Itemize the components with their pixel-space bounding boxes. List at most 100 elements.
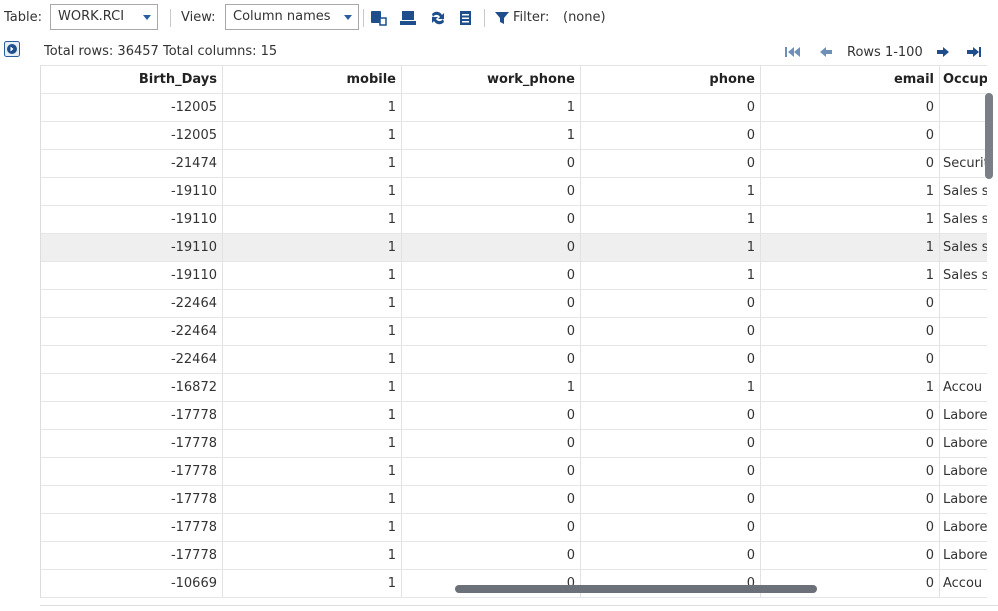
table-cell: Labore xyxy=(940,402,987,430)
table-cell: Sales s xyxy=(940,262,987,290)
vertical-scrollbar[interactable] xyxy=(985,93,993,179)
table-cell: 1 xyxy=(223,122,402,150)
table-cell: 1 xyxy=(581,178,761,206)
pager-back xyxy=(785,47,832,57)
bottom-border xyxy=(40,605,998,606)
next-page[interactable] xyxy=(937,47,949,57)
table-cell: 0 xyxy=(761,402,940,430)
table-cell: -12005 xyxy=(41,94,223,122)
table-row: -19110 1 0 1 1 Sales s xyxy=(41,206,987,234)
table-cell: 1 xyxy=(223,94,402,122)
filter-icon[interactable] xyxy=(494,10,510,26)
table-cell: 1 xyxy=(223,458,402,486)
table-cell: 1 xyxy=(223,542,402,570)
table-cell: 1 xyxy=(223,570,402,598)
table-cell: 0 xyxy=(402,150,581,178)
table-cell xyxy=(940,94,987,122)
view-select[interactable]: Column names xyxy=(225,4,359,30)
column-header: Occup xyxy=(940,66,987,94)
table-cell: Labore xyxy=(940,430,987,458)
icon-refresh[interactable] xyxy=(432,11,444,25)
table-cell: -22464 xyxy=(41,290,223,318)
table-row: -19110 1 0 1 1 Sales s xyxy=(41,234,987,262)
table-cell: 1 xyxy=(223,290,402,318)
table-cell: 0 xyxy=(402,486,581,514)
icon-properties[interactable] xyxy=(371,11,381,23)
table-cell: 1 xyxy=(223,346,402,374)
table-cell: -17778 xyxy=(41,542,223,570)
expand-button[interactable] xyxy=(4,41,21,58)
table-row: -19110 1 0 1 1 Sales s xyxy=(41,262,987,290)
table-select[interactable]: WORK.RCI xyxy=(50,4,158,30)
table-cell: 0 xyxy=(581,430,761,458)
table-cell: 1 xyxy=(761,234,940,262)
table-cell: Accou xyxy=(940,570,987,598)
table-row: -22464 1 0 0 0 xyxy=(41,318,987,346)
table-cell: 1 xyxy=(223,318,402,346)
table-cell: 0 xyxy=(402,570,581,598)
table-cell: 0 xyxy=(761,570,940,598)
table-row: -22464 1 0 0 0 xyxy=(41,290,987,318)
header-row: Birth_Days mobile work_phone phone email Occu… xyxy=(41,66,987,94)
table-cell: 0 xyxy=(581,150,761,178)
column-header: mobile xyxy=(223,66,402,94)
table-row: -17778 1 0 0 0 Labore xyxy=(41,430,987,458)
table-cell: Sales s xyxy=(940,178,987,206)
table-cell: 0 xyxy=(581,122,761,150)
table-row: -17778 1 0 0 0 Labore xyxy=(41,458,987,486)
last-page[interactable] xyxy=(967,47,979,57)
table-cell: 0 xyxy=(761,94,940,122)
table-cell: 0 xyxy=(402,402,581,430)
column-header: email xyxy=(761,66,940,94)
table-row: -16872 1 1 1 1 Accou xyxy=(41,374,987,402)
table-row: -17778 1 0 0 0 Labore xyxy=(41,542,987,570)
table-cell: Sales s xyxy=(940,206,987,234)
filter-label: Filter: xyxy=(513,10,550,25)
table-cell: 1 xyxy=(581,234,761,262)
table-cell: 0 xyxy=(761,542,940,570)
table-row: -19110 1 0 1 1 Sales s xyxy=(41,178,987,206)
table-row: -17778 1 0 0 0 Labore xyxy=(41,402,987,430)
table-cell: 0 xyxy=(581,542,761,570)
table-cell: 0 xyxy=(761,486,940,514)
total-columns: Total columns: 15 xyxy=(163,44,278,59)
column-header: Birth_Days xyxy=(41,66,223,94)
table-cell: 0 xyxy=(581,486,761,514)
table-cell: 0 xyxy=(761,318,940,346)
table-cell: 0 xyxy=(402,178,581,206)
table-cell: 0 xyxy=(402,542,581,570)
data-grid: Birth_Days mobile work_phone phone email Occu… xyxy=(40,65,987,598)
table-row: -17778 1 0 0 0 Labore xyxy=(41,486,987,514)
table-cell: 1 xyxy=(761,206,940,234)
table-cell: 0 xyxy=(581,346,761,374)
table-cell: 1 xyxy=(223,402,402,430)
view-value: Column names xyxy=(233,9,331,24)
table-cell: -21474 xyxy=(41,150,223,178)
table-cell: -17778 xyxy=(41,458,223,486)
table-cell: Accou xyxy=(940,374,987,402)
table-cell: 0 xyxy=(402,514,581,542)
table-value: WORK.RCI xyxy=(58,9,125,24)
table-cell: 0 xyxy=(402,206,581,234)
filter-value: (none) xyxy=(563,10,606,25)
table-cell: 0 xyxy=(402,458,581,486)
table-cell: 1 xyxy=(581,374,761,402)
table-cell: 0 xyxy=(581,570,761,598)
table-cell: 1 xyxy=(223,374,402,402)
icon-export[interactable] xyxy=(402,11,414,20)
table-cell: 0 xyxy=(402,234,581,262)
table-row: -21474 1 0 0 0 Securit xyxy=(41,150,987,178)
table-cell: -16872 xyxy=(41,374,223,402)
table-cell: Labore xyxy=(940,458,987,486)
table-cell: Securit xyxy=(940,150,987,178)
table-cell: 0 xyxy=(581,290,761,318)
separator xyxy=(363,9,364,27)
table-cell: 1 xyxy=(761,178,940,206)
table-cell: 0 xyxy=(581,94,761,122)
total-rows: Total rows: 36457 xyxy=(44,44,159,59)
prev-page[interactable] xyxy=(820,47,832,57)
horizontal-scrollbar[interactable] xyxy=(455,585,817,593)
first-page[interactable] xyxy=(785,47,787,57)
table-cell: 0 xyxy=(761,122,940,150)
table-label: Table: xyxy=(4,10,42,25)
